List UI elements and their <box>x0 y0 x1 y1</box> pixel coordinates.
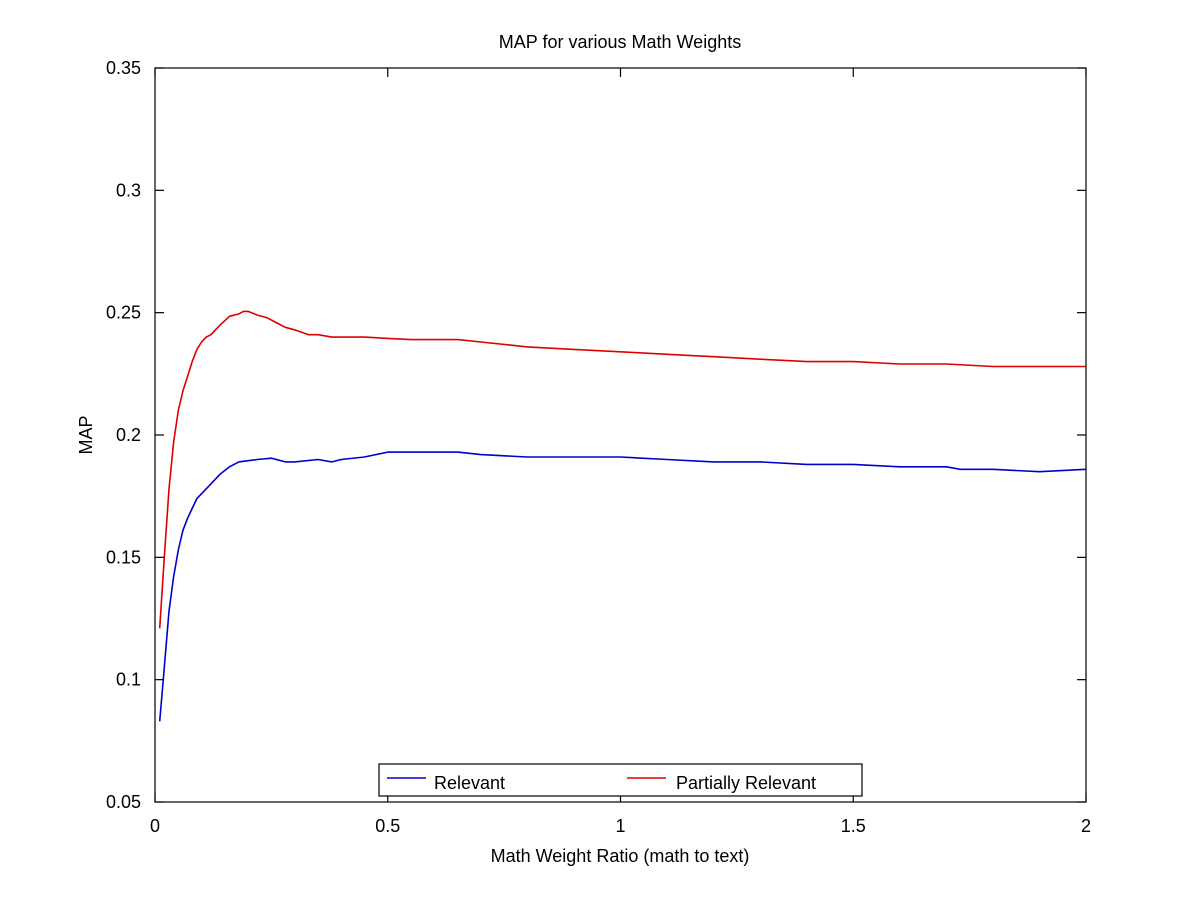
x-tick-label: 0.5 <box>375 816 400 836</box>
series-line-relevant <box>158 451 1087 722</box>
series-line-partially-relevant <box>158 310 1086 629</box>
y-tick-label: 0.05 <box>106 792 141 812</box>
x-tick-label: 0 <box>150 816 160 836</box>
plot-area: 0 0.5 1 1.5 2 0.05 0.1 0.15 0.2 0.25 0.3 0.35 <box>106 58 1091 836</box>
y-tick-label: 0.1 <box>116 670 141 690</box>
legend-label-partially-relevant: Partially Relevant <box>676 773 816 793</box>
x-tick-label: 1 <box>615 816 625 836</box>
plot-frame <box>154 67 1087 803</box>
y-axis-title: MAP <box>76 415 96 454</box>
legend: Relevant Partially Relevant <box>378 763 863 797</box>
legend-label-relevant: Relevant <box>434 773 505 793</box>
y-tick-label: 0.3 <box>116 180 141 200</box>
legend-box <box>378 763 863 797</box>
y-tick-label: 0.2 <box>116 425 141 445</box>
y-tick-label: 0.25 <box>106 303 141 323</box>
x-tick-label: 1.5 <box>841 816 866 836</box>
x-tick-label: 2 <box>1081 816 1091 836</box>
series-layer <box>158 310 1087 722</box>
x-axis-title: Math Weight Ratio (math to text) <box>491 846 750 866</box>
y-tick-label: 0.15 <box>106 547 141 567</box>
chart-title: MAP for various Math Weights <box>499 32 741 52</box>
y-tick-label: 0.35 <box>106 58 141 78</box>
tick-layer: 0 0.5 1 1.5 2 0.05 0.1 0.15 0.2 0.25 0.3 0.35 <box>106 58 1091 836</box>
